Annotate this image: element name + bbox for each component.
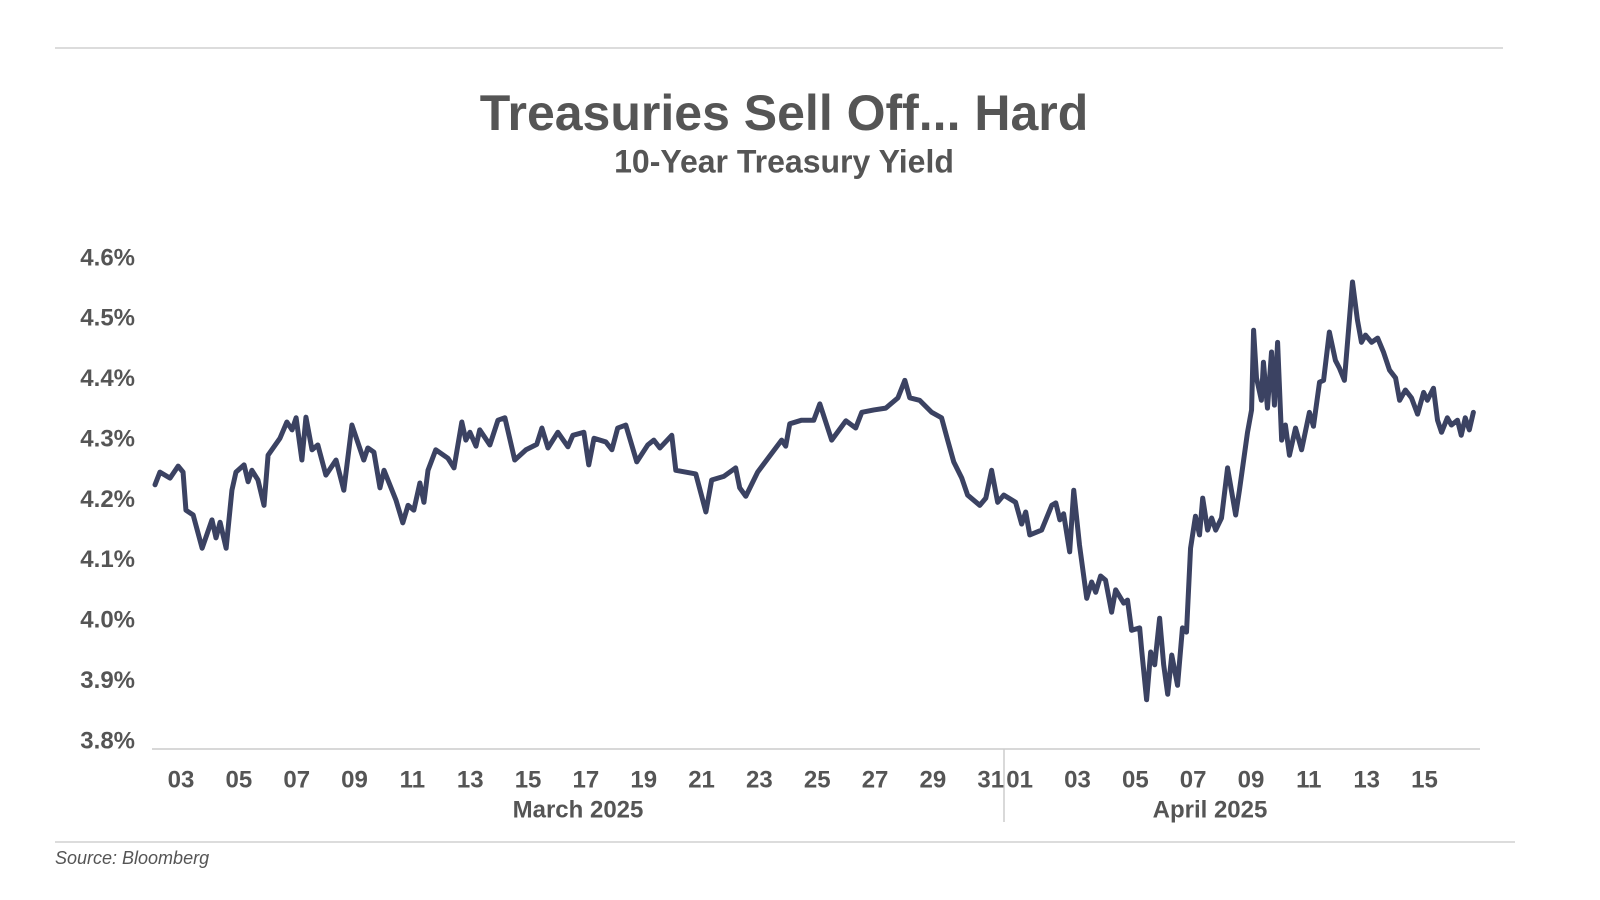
x-tick-label: 05 <box>226 766 253 793</box>
x-tick-label: 17 <box>573 766 600 793</box>
source-note: Source: Bloomberg <box>55 848 209 868</box>
x-tick-label: 31 <box>977 766 1004 793</box>
x-tick-label: 09 <box>1238 766 1265 793</box>
x-tick-label: 15 <box>515 766 542 793</box>
x-tick-label: 09 <box>341 766 368 793</box>
y-tick-label: 4.6% <box>80 244 135 271</box>
y-tick-label: 4.4% <box>80 365 135 392</box>
x-tick-label: 07 <box>1180 766 1207 793</box>
yield-line <box>152 279 1476 703</box>
x-tick-label: 03 <box>168 766 195 793</box>
x-tick-label: 19 <box>630 766 657 793</box>
chart-title: Treasuries Sell Off... Hard <box>480 85 1089 141</box>
y-tick-label: 3.8% <box>80 727 135 754</box>
x-tick-label: 01 <box>1006 766 1033 793</box>
x-tick-label: 13 <box>457 766 484 793</box>
y-tick-label: 4.1% <box>80 546 135 573</box>
y-tick-label: 4.5% <box>80 305 135 332</box>
x-tick-label: 21 <box>688 766 715 793</box>
x-tick-label: 25 <box>804 766 831 793</box>
x-tick-label: 11 <box>1296 766 1321 793</box>
month-label: April 2025 <box>1153 796 1268 823</box>
x-tick-label: 29 <box>920 766 947 793</box>
month-label: March 2025 <box>513 796 644 823</box>
y-tick-label: 4.0% <box>80 607 135 634</box>
x-tick-label: 23 <box>746 766 773 793</box>
x-tick-label: 07 <box>283 766 310 793</box>
x-tick-label: 05 <box>1122 766 1149 793</box>
x-tick-label: 27 <box>862 766 889 793</box>
y-tick-label: 3.9% <box>80 667 135 694</box>
x-tick-label: 11 <box>400 766 425 793</box>
y-tick-label: 4.2% <box>80 486 135 513</box>
x-tick-label: 15 <box>1411 766 1438 793</box>
x-tick-label: 13 <box>1353 766 1380 793</box>
x-tick-label: 03 <box>1064 766 1091 793</box>
chart-subtitle: 10-Year Treasury Yield <box>614 143 954 179</box>
y-tick-label: 4.3% <box>80 425 135 452</box>
